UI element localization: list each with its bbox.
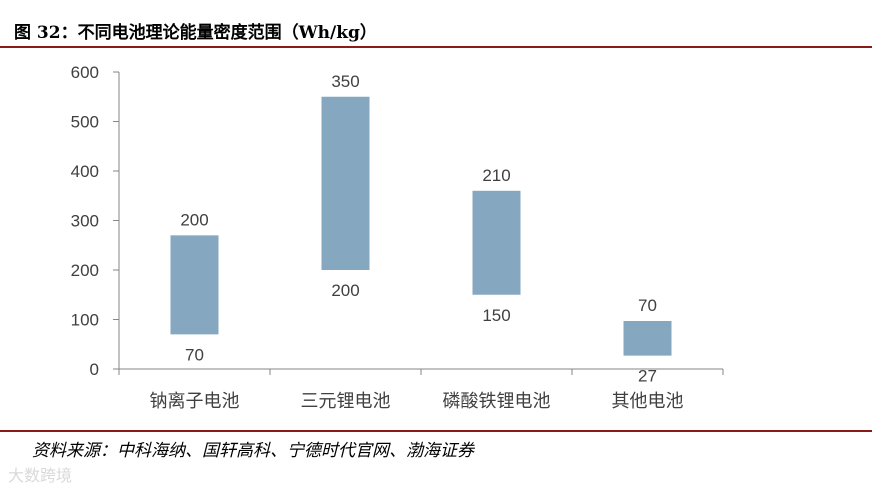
range-bar: [623, 320, 672, 356]
y-tick-label: 300: [71, 212, 99, 231]
y-tick-label: 0: [90, 360, 99, 379]
range-bar: [170, 235, 219, 335]
range-label: 70: [638, 296, 657, 315]
x-category-label: 其他电池: [612, 391, 684, 412]
x-category-label: 磷酸铁锂电池: [443, 391, 551, 412]
range-bar: [321, 96, 370, 270]
range-bar-chart: 0 100 200 300 400 500 600 钠离子电池 三元锂电池 磷酸铁锂电池 其他电池…: [71, 63, 724, 412]
y-axis: 0 100 200 300 400 500 600: [71, 63, 120, 379]
data-labels: 200 70 350 200 210 150 70 27: [180, 72, 657, 386]
figure-title: 图 32：不同电池理论能量密度范围（Wh/kg）: [14, 23, 377, 43]
low-label: 200: [331, 281, 359, 300]
y-tick-label: 200: [71, 261, 99, 280]
y-tick-label: 500: [71, 113, 99, 132]
y-tick-label: 600: [71, 63, 99, 82]
source-note: 资料来源：中科海纳、国轩高科、宁德时代官网、渤海证券: [32, 441, 474, 461]
source-rule: [0, 430, 872, 432]
bars: [170, 96, 672, 356]
low-label: 150: [482, 306, 510, 325]
range-label: 200: [180, 210, 208, 229]
watermark: 大数跨境: [8, 466, 73, 485]
range-label: 210: [482, 166, 510, 185]
low-label: 70: [185, 345, 204, 364]
range-bar: [472, 190, 521, 295]
title-rule: [0, 46, 872, 48]
y-tick-label: 100: [71, 311, 99, 330]
low-label: 27: [638, 367, 657, 386]
y-tick-label: 400: [71, 162, 99, 181]
range-label: 350: [331, 72, 359, 91]
x-axis: 钠离子电池 三元锂电池 磷酸铁锂电池 其他电池: [118, 368, 724, 412]
x-category-label: 三元锂电池: [301, 391, 391, 412]
x-category-label: 钠离子电池: [150, 391, 240, 412]
